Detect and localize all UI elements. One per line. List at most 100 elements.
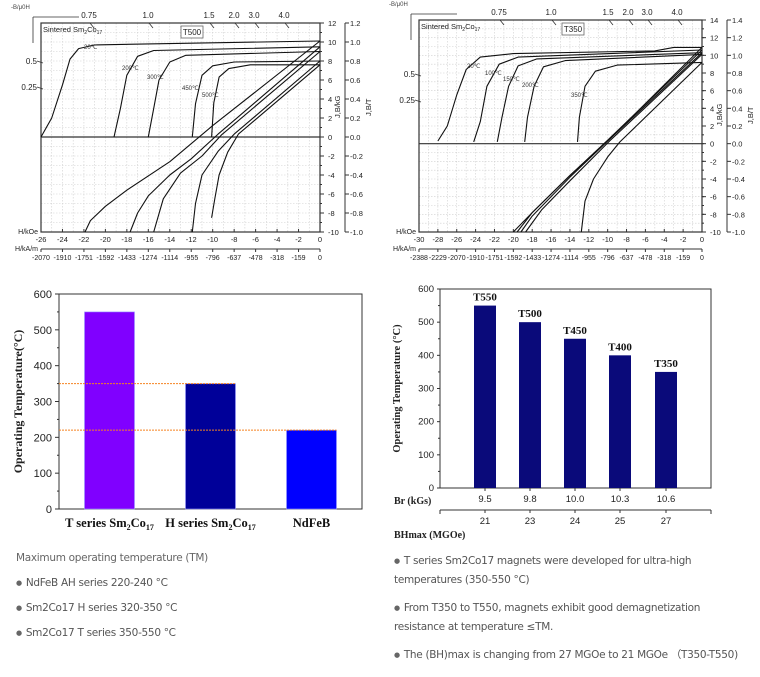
y-tick-label: 500: [34, 325, 52, 337]
permeance-tick-label: 1.0: [545, 8, 557, 17]
y-tick-label-kg: -8: [328, 209, 335, 218]
notes-right-item: From T350 to T550, magnets exhibit good …: [394, 599, 746, 637]
x-tick-label-kam: -1274: [542, 255, 560, 262]
y-axis-label: Operating Temperature (°C): [392, 324, 403, 453]
y-tick-label-tesla: 0.4: [350, 95, 360, 104]
y-tick-label: 200: [34, 432, 52, 444]
b-curve-4: [525, 53, 703, 233]
x-tick-label-koe: -14: [164, 235, 175, 244]
x-tick-label-koe: -18: [121, 235, 132, 244]
temperature-label: 350℃: [571, 93, 588, 99]
y-tick-label: 400: [418, 350, 434, 361]
j-curve-1: [437, 46, 702, 142]
permeance-tick-label: 0.75: [81, 11, 97, 20]
permeance-tick-left: [414, 73, 422, 77]
y-tick-label-tesla: 1.2: [350, 19, 360, 28]
demag-chart-t350: 14 12 10 8 6 4 2 0 -2 -4 -6 -8 -10 1.4 1.2 1.0 0.8 0.6 0.4…: [380, 0, 760, 265]
x-tick-label-koe: -28: [432, 235, 443, 244]
bhmax-value: 27: [661, 516, 672, 527]
j-curve-4: [191, 60, 321, 138]
y-tick-label: 600: [34, 289, 52, 301]
y-tick-label-tesla: -0.6: [732, 193, 745, 202]
j-curve-3: [496, 52, 703, 143]
y-tick-label-tesla: 1.0: [350, 38, 360, 47]
y-tick-label-kg: 12: [710, 34, 718, 43]
b-curve-5: [580, 62, 703, 233]
x-tick-label-koe: -24: [470, 235, 481, 244]
x-tick-label-kam: -1751: [486, 255, 504, 262]
bar-data-label: T550: [473, 292, 497, 304]
x-tick-label-koe: -26: [451, 235, 462, 244]
temperature-label: 200℃: [522, 83, 539, 89]
bhmax-value: 25: [615, 516, 626, 527]
y-tick-label-kg: 0: [710, 140, 714, 149]
x-tick-label-kam: -478: [249, 255, 263, 262]
chart-title-box: [561, 22, 585, 36]
j-curve-5: [211, 64, 320, 138]
y-tick-label: 200: [418, 417, 434, 428]
notes-right-item: T series Sm2Co17 magnets were developed …: [394, 552, 746, 590]
x-tick-label-kam: -318: [657, 255, 671, 262]
y-tick-label-kg: -10: [710, 228, 721, 237]
permeance-tick: [499, 19, 505, 26]
temperature-label: 20℃: [467, 64, 481, 70]
br-value: 10.0: [566, 494, 585, 505]
y-axis-label-kg: J,B/kG: [333, 95, 342, 118]
bhmax-value: 21: [480, 516, 491, 527]
y-tick-label-kg: 0: [328, 133, 332, 142]
j-curve-2: [473, 49, 703, 143]
permeance-tick-label-left: 0.5: [404, 70, 416, 79]
x-tick-label-koe: -20: [508, 235, 519, 244]
y-tick-label-tesla: 0.6: [350, 76, 360, 85]
chart-title: T350: [564, 25, 583, 34]
temperature-label: 20℃: [84, 45, 98, 51]
temperature-label: 500℃: [202, 93, 219, 99]
y-tick-label-tesla: 1.0: [732, 51, 742, 60]
bhmax-axis-label: BHmax (MGOe): [394, 530, 465, 540]
x-tick-label-koe: -10: [207, 235, 218, 244]
grade-temp-bar-chart-svg: 0 100 200 300 400 500 600 Operating Temperature…: [392, 284, 712, 541]
x-tick-label-koe: -10: [602, 235, 613, 244]
j-curve-2: [113, 46, 321, 138]
permeance-tick: [284, 22, 290, 29]
bhmax-value: 23: [525, 516, 536, 527]
permeance-tick-left: [36, 60, 44, 64]
y-tick-label-tesla: 0.0: [350, 133, 360, 142]
y-axis-label: Operating Temperature(°C): [11, 330, 25, 474]
x-axis-label-kam: H/kA/m: [15, 246, 38, 253]
material-label: Sintered Sm2Co17: [43, 25, 102, 36]
bar-data-label: T350: [654, 358, 678, 370]
x-tick-label: H series Sm2Co17: [165, 516, 255, 532]
demag-chart-t350-svg: 14 12 10 8 6 4 2 0 -2 -4 -6 -8 -10 1.4 1.2 1.0 0.8 0.6 0.4…: [389, 2, 755, 262]
demag-chart-t500: 12 10 8 6 4 2 0 -2 -4 -6 -8 -10 1.2 1.0 0.8 0.6 0.4 0.2 0.…: [0, 0, 380, 265]
x-tick-label-koe: -22: [79, 235, 90, 244]
j-curve-4: [524, 53, 703, 142]
y-tick-label-kg: -2: [328, 152, 335, 161]
x-tick-label-kam: -2070: [32, 255, 50, 262]
permeance-tick-label: 1.5: [203, 11, 215, 20]
permeance-tick: [254, 22, 260, 29]
permeance-tick-label: 1.5: [602, 8, 614, 17]
x-axis-label-koe: H/kOe: [18, 229, 38, 236]
x-tick-label-koe: -12: [186, 235, 197, 244]
x-tick-label-kam: -159: [292, 255, 306, 262]
y-tick-label: 300: [418, 384, 434, 395]
x-tick-label-kam: -1910: [54, 255, 72, 262]
x-tick-label-koe: -22: [489, 235, 500, 244]
x-tick-label-koe: -2: [295, 235, 302, 244]
x-tick-label-kam: -1592: [504, 255, 522, 262]
material-label: Sintered Sm2Co17: [421, 22, 480, 33]
x-tick-label-koe: -20: [100, 235, 111, 244]
permeance-tick-label: 2.0: [228, 11, 240, 20]
bar-t550: [474, 305, 496, 488]
br-value: 10.6: [657, 494, 676, 505]
y-axis-label-tesla: J,B/T: [364, 98, 373, 116]
y-tick-label-kg: 8: [710, 69, 714, 78]
x-tick-label-kam: -1114: [561, 255, 578, 262]
x-tick-label-kam: -796: [206, 255, 220, 262]
x-tick-label-koe: -26: [36, 235, 47, 244]
bar-h-series-sm2co17: [185, 383, 236, 510]
permeance-tick: [677, 19, 683, 26]
y-tick-label-kg: 10: [710, 51, 718, 60]
x-tick-label-kam: -637: [227, 255, 241, 262]
